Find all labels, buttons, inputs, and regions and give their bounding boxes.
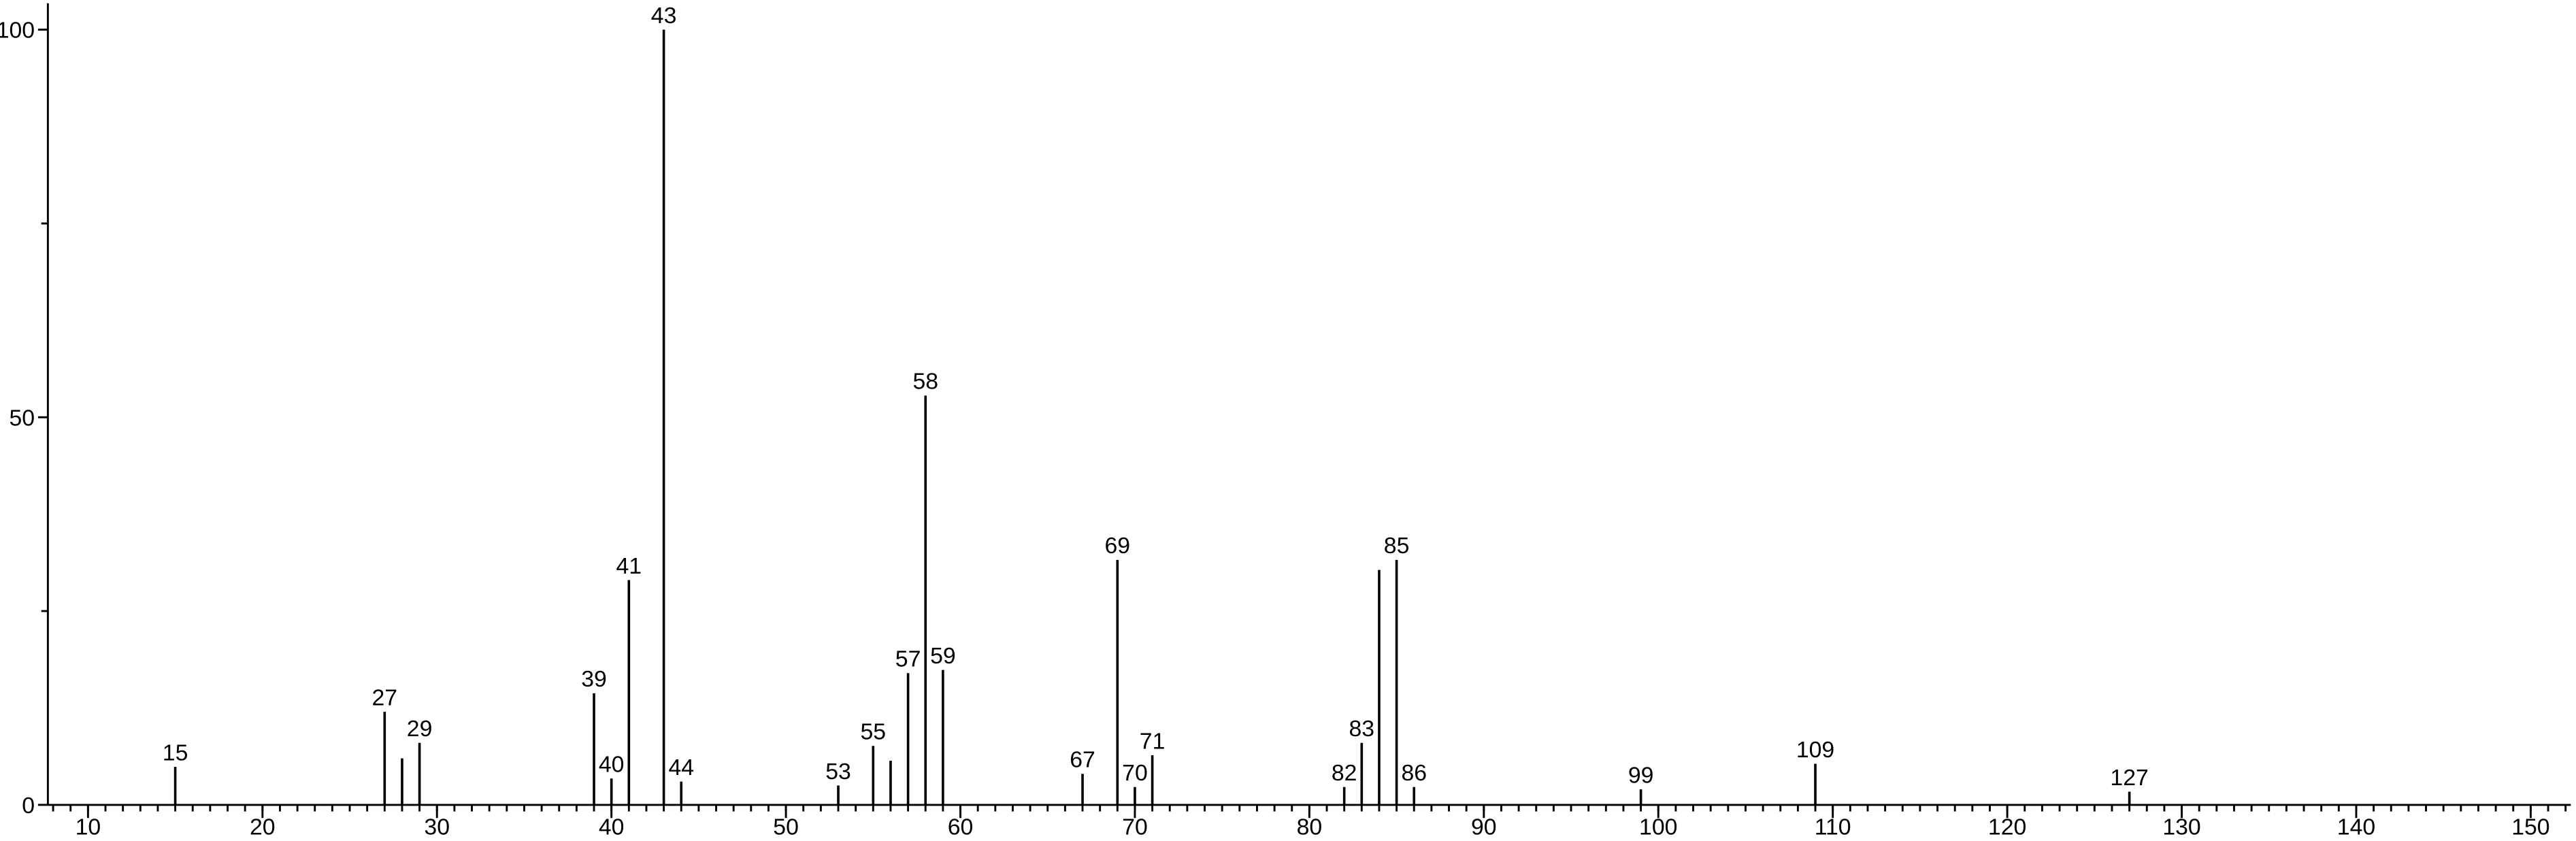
peak-label: 83 bbox=[1349, 716, 1375, 742]
x-tick-label: 50 bbox=[773, 814, 799, 840]
peak-label: 99 bbox=[1628, 762, 1654, 788]
peak-label: 59 bbox=[930, 643, 956, 669]
peak-label: 127 bbox=[2110, 765, 2148, 791]
peak-label: 85 bbox=[1384, 533, 1410, 559]
x-tick-label: 130 bbox=[2162, 814, 2200, 840]
x-tick-label: 10 bbox=[76, 814, 101, 840]
x-tick-label: 70 bbox=[1122, 814, 1148, 840]
peak-label: 44 bbox=[668, 755, 694, 780]
x-tick-label: 80 bbox=[1297, 814, 1323, 840]
peak-label: 29 bbox=[407, 716, 433, 742]
x-tick-label: 20 bbox=[250, 814, 276, 840]
peak-label: 40 bbox=[599, 751, 625, 777]
x-tick-label: 40 bbox=[599, 814, 625, 840]
peak-label: 67 bbox=[1070, 747, 1095, 773]
peak-label: 55 bbox=[861, 719, 887, 745]
peak-label: 39 bbox=[581, 666, 607, 692]
peak-label: 15 bbox=[163, 740, 188, 765]
peak-label: 43 bbox=[651, 3, 677, 29]
y-tick-label: 0 bbox=[22, 793, 35, 819]
x-tick-label: 150 bbox=[2511, 814, 2549, 840]
x-tick-label: 30 bbox=[424, 814, 450, 840]
peak-label: 70 bbox=[1122, 760, 1148, 786]
y-tick-label: 100 bbox=[0, 18, 35, 44]
peak-label: 69 bbox=[1105, 533, 1131, 559]
peak-label: 53 bbox=[825, 759, 851, 785]
peak-label: 27 bbox=[372, 685, 398, 711]
x-tick-label: 100 bbox=[1639, 814, 1677, 840]
y-tick-label: 50 bbox=[9, 405, 35, 431]
peak-label: 71 bbox=[1140, 728, 1166, 754]
x-tick-label: 60 bbox=[948, 814, 974, 840]
peak-label: 41 bbox=[616, 553, 642, 579]
peak-label: 82 bbox=[1332, 760, 1357, 786]
peak-label: 86 bbox=[1401, 760, 1427, 786]
peak-label: 109 bbox=[1796, 737, 1834, 763]
x-tick-label: 140 bbox=[2337, 814, 2375, 840]
x-tick-label: 120 bbox=[1988, 814, 2026, 840]
x-tick-label: 110 bbox=[1815, 814, 1851, 840]
x-tick-label: 90 bbox=[1471, 814, 1497, 840]
peak-label: 58 bbox=[912, 369, 938, 395]
peak-label: 57 bbox=[895, 646, 921, 672]
